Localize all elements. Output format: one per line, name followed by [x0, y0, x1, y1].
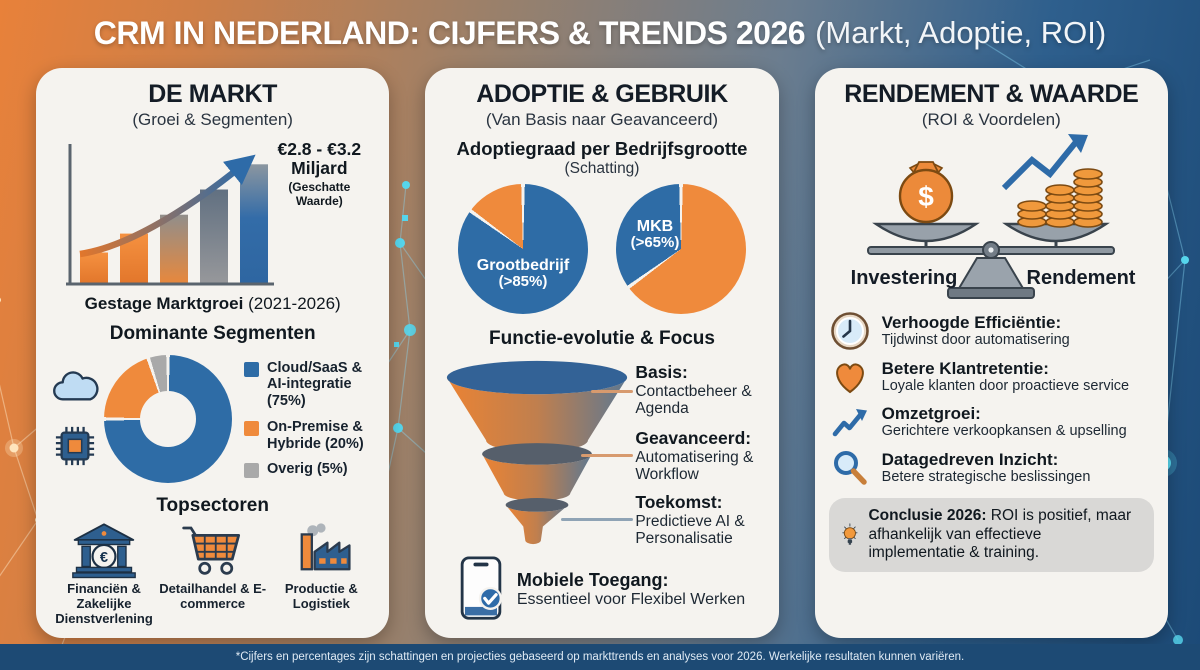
panel-markt-subtitle: (Groei & Segmenten) — [132, 110, 293, 129]
page-title-suffix: (Markt, Adoptie, ROI) — [815, 15, 1107, 50]
conclusion-text: Conclusie 2026: ROI is positief, maar af… — [868, 507, 1132, 562]
segments-title: Dominante Segmenten — [109, 323, 316, 344]
adoption-title: Adoptiegraad per Bedrijfsgrootte — [456, 138, 748, 159]
funnel-connector — [591, 390, 634, 393]
adoption-pies: Grootbedrijf (>85%) MKB (>65%) — [439, 184, 764, 318]
heart-icon — [835, 363, 864, 394]
benefits-list: Verhoogde Efficiëntie: Tijdwinst door au… — [829, 311, 1154, 488]
sector-label: Productie & Logistiek — [284, 581, 358, 611]
chip-icon — [55, 426, 95, 466]
legend-item: Cloud/SaaS & AI-integratie (75%) — [244, 360, 375, 410]
conclusion-box: Conclusie 2026: ROI is positief, maar af… — [828, 498, 1154, 572]
segments-legend: Cloud/SaaS & AI-integratie (75%) On-Prem… — [244, 360, 375, 479]
market-value-annotation: €2.8 - €3.2 Miljard (Geschatte Waarde) — [263, 139, 375, 208]
bank-icon: € — [72, 523, 136, 579]
pie-mkb: MKB (>65%) — [615, 184, 746, 314]
segments-row: Cloud/SaaS & AI-integratie (75%) On-Prem… — [50, 351, 375, 487]
pie-chart-grootbedrijf — [457, 184, 588, 314]
legend-item: On-Premise & Hybride (20%) — [244, 419, 375, 452]
balance-scale-icon: $ Investering Rendement — [851, 134, 1136, 299]
market-value: €2.8 - €3.2 Miljard — [277, 139, 362, 179]
growth-arrow — [79, 154, 256, 258]
panel-adoptie: ADOPTIE & GEBRUIK (Van Basis naar Geavan… — [425, 68, 779, 638]
cart-icon — [181, 526, 240, 575]
bar-series — [80, 164, 268, 284]
panels-container: DE MARKT (Groei & Segmenten) — [36, 68, 1168, 638]
benefit-omzetgroei: Omzetgroei: Gerichtere verkoopkansen & u… — [829, 403, 1154, 441]
benefit-efficientie: Verhoogde Efficiëntie: Tijdwinst door au… — [829, 311, 1154, 351]
money-bag-icon: $ — [899, 161, 954, 224]
pie-label-mkb: MKB (>65%) — [630, 217, 680, 252]
panel-adoptie-title: ADOPTIE & GEBRUIK — [476, 80, 728, 108]
clock-icon — [830, 312, 869, 350]
panel-markt: DE MARKT (Groei & Segmenten) — [36, 68, 390, 638]
svg-text:$: $ — [919, 181, 935, 212]
disclaimer-text: *Cijfers en percentages zijn schattingen… — [235, 651, 965, 663]
funnel-connector — [561, 518, 634, 521]
funnel-stage-basis: Basis: Contactbeheer & Agenda — [635, 362, 752, 418]
panel-rendement-title: RENDEMENT & WAARDE — [844, 80, 1139, 108]
bar-chart — [66, 144, 274, 286]
header: CRM IN NEDERLAND: CIJFERS & TRENDS 2026 … — [0, 0, 1200, 66]
magnifier-icon — [833, 451, 867, 485]
trend-up-icon — [832, 409, 867, 437]
footer-bar: *Cijfers en percentages zijn schattingen… — [0, 644, 1200, 670]
factory-icon — [300, 523, 351, 571]
check-icon — [483, 593, 498, 605]
sector-productie: Productie & Logistiek — [267, 521, 375, 627]
sector-label: Detailhandel & E-commerce — [159, 581, 267, 611]
segments-donut-chart — [104, 355, 232, 483]
funnel-stage-geavanceerd: Geavanceerd: Automatisering & Workflow — [635, 428, 754, 484]
roi-scale-illustration: $ Investering Rendement — [829, 132, 1154, 304]
sectors-row: € Financiën & Zakelijke Dienstverlening — [50, 521, 375, 627]
svg-text:€: € — [100, 550, 108, 566]
sector-financien: € Financiën & Zakelijke Dienstverlening — [50, 521, 158, 627]
pie-grootbedrijf: Grootbedrijf (>85%) — [457, 184, 588, 314]
scale-left-label: Investering — [851, 267, 958, 289]
adoption-subtitle: (Schatting) — [564, 160, 640, 177]
bar-chart-caption: Gestage Marktgroei (2021-2026) — [84, 294, 341, 313]
pie-label-grootbedrijf: Grootbedrijf (>85%) — [476, 256, 570, 291]
funnel-title: Functie-evolutie & Focus — [489, 328, 715, 349]
segments-icons — [50, 371, 100, 467]
pie-chart-mkb — [615, 184, 746, 314]
market-growth-chart: €2.8 - €3.2 Miljard (Geschatte Waarde) — [50, 138, 375, 290]
benefit-inzicht: Datagedreven Inzicht: Betere strategisch… — [829, 448, 1154, 488]
legend-swatch-blue — [244, 361, 259, 377]
funnel-connector — [581, 454, 634, 457]
panel-rendement-subtitle: (ROI & Voordelen) — [921, 110, 1061, 129]
smartphone-icon — [460, 556, 502, 620]
donut-hole — [140, 391, 196, 447]
lightbulb-icon — [841, 523, 858, 545]
panel-rendement: RENDEMENT & WAARDE (ROI & Voordelen) — [814, 68, 1168, 638]
cloud-icon — [53, 371, 99, 401]
legend-swatch-orange — [244, 420, 259, 436]
sector-label: Financiën & Zakelijke Dienstverlening — [55, 581, 153, 626]
trend-arrow-icon — [1002, 140, 1079, 191]
panel-adoptie-subtitle: (Van Basis naar Geavanceerd) — [485, 110, 719, 129]
benefit-klantretentie: Betere Klantretentie: Loyale klanten doo… — [829, 358, 1154, 396]
scale-right-label: Rendement — [1027, 267, 1136, 289]
sector-detailhandel: Detailhandel & E-commerce — [159, 521, 267, 627]
legend-item: Overig (5%) — [244, 461, 375, 479]
page-title: CRM IN NEDERLAND: CIJFERS & TRENDS 2026 — [93, 14, 806, 51]
funnel-icon — [447, 360, 628, 545]
funnel-diagram: Basis: Contactbeheer & Agenda Geavanceer… — [439, 354, 764, 550]
market-value-note: (Geschatte Waarde) — [288, 179, 351, 208]
mobile-access-text: Mobiele Toegang: Essentieel voor Flexibe… — [516, 569, 746, 608]
legend-swatch-gray — [244, 463, 259, 479]
coins-icon — [1017, 168, 1104, 228]
topsectors-title: Topsectoren — [156, 495, 269, 516]
funnel-stage-toekomst: Toekomst: Predictieve AI & Personalisati… — [635, 492, 745, 548]
mobile-access-row: Mobiele Toegang: Essentieel voor Flexibe… — [439, 556, 764, 622]
panel-markt-title: DE MARKT — [148, 80, 278, 108]
